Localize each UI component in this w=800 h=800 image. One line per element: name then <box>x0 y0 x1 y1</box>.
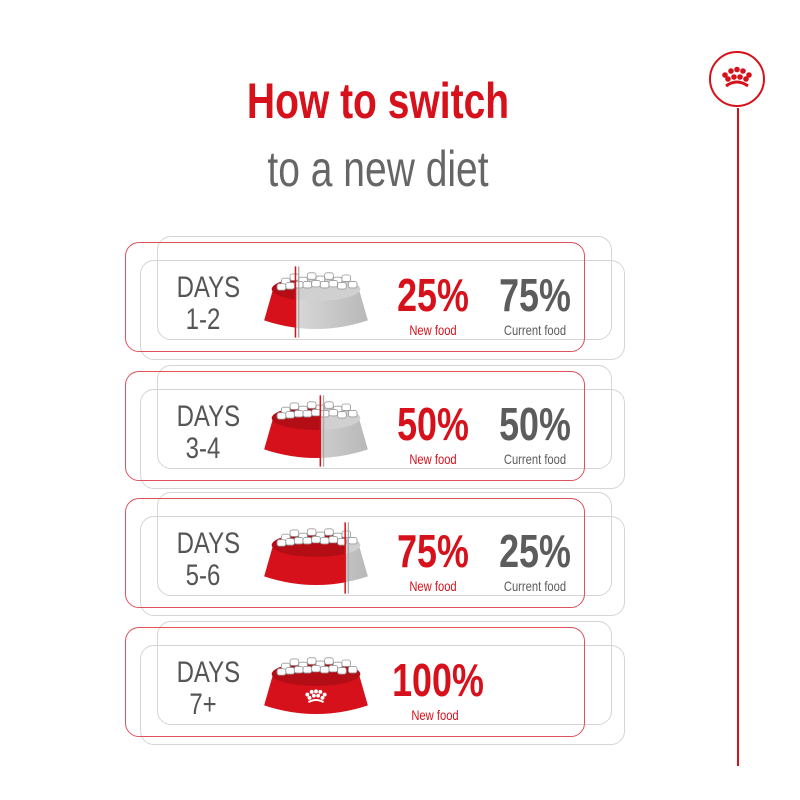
card-shadow-outline <box>140 260 625 360</box>
days-label: DAYS 5-6 <box>176 527 241 592</box>
food-bowl-icon <box>264 395 368 467</box>
step-card-1: DAYS 1-2 25% New food 75% Current food <box>0 236 800 372</box>
card-shadow-outline <box>157 236 612 340</box>
current-food-label: Current food <box>503 578 567 594</box>
current-food-percent: 25% <box>499 525 571 577</box>
step-card-4: DAYS 7+ 100% New food <box>0 621 800 757</box>
crown-icon <box>722 66 752 88</box>
brand-logo <box>709 51 765 107</box>
timeline-line <box>737 108 739 766</box>
card-shadow-outline <box>140 389 625 489</box>
new-food-label: New food <box>409 322 457 338</box>
current-food-percent: 50% <box>499 398 571 450</box>
card-shadow-outline <box>157 365 612 469</box>
card-shadow-outline <box>140 645 625 745</box>
card-outline <box>125 371 585 481</box>
days-range: 1-2 <box>185 303 221 336</box>
title-line-2: to a new diet <box>267 141 489 197</box>
step-card-2: DAYS 3-4 50% New food 50% Current food <box>0 365 800 501</box>
days-range: 5-6 <box>185 559 221 592</box>
card-outline <box>125 498 585 608</box>
food-bowl-icon <box>264 522 368 594</box>
current-food-percent: 75% <box>499 269 571 321</box>
current-food-label: Current food <box>503 451 567 467</box>
new-food-label: New food <box>409 578 457 594</box>
days-label: DAYS 7+ <box>176 656 241 721</box>
days-range: 7+ <box>189 688 217 721</box>
card-shadow-outline <box>157 492 612 596</box>
new-food-label: New food <box>411 707 459 723</box>
new-food-percent: 25% <box>397 269 469 321</box>
days-range: 3-4 <box>185 432 221 465</box>
days-label: DAYS 3-4 <box>176 400 241 465</box>
days-label: DAYS 1-2 <box>176 271 241 336</box>
title-line-1: How to switch <box>246 73 510 129</box>
new-food-percent: 100% <box>392 654 484 706</box>
card-outline <box>125 242 585 352</box>
new-food-percent: 50% <box>397 398 469 450</box>
current-food-label: Current food <box>503 322 567 338</box>
new-food-label: New food <box>409 451 457 467</box>
food-bowl-icon <box>264 657 368 714</box>
card-shadow-outline <box>157 621 612 725</box>
card-shadow-outline <box>140 516 625 616</box>
new-food-percent: 75% <box>397 525 469 577</box>
food-bowl-icon <box>264 266 368 338</box>
card-outline <box>125 627 585 737</box>
step-card-3: DAYS 5-6 75% New food 25% Current food <box>0 492 800 628</box>
